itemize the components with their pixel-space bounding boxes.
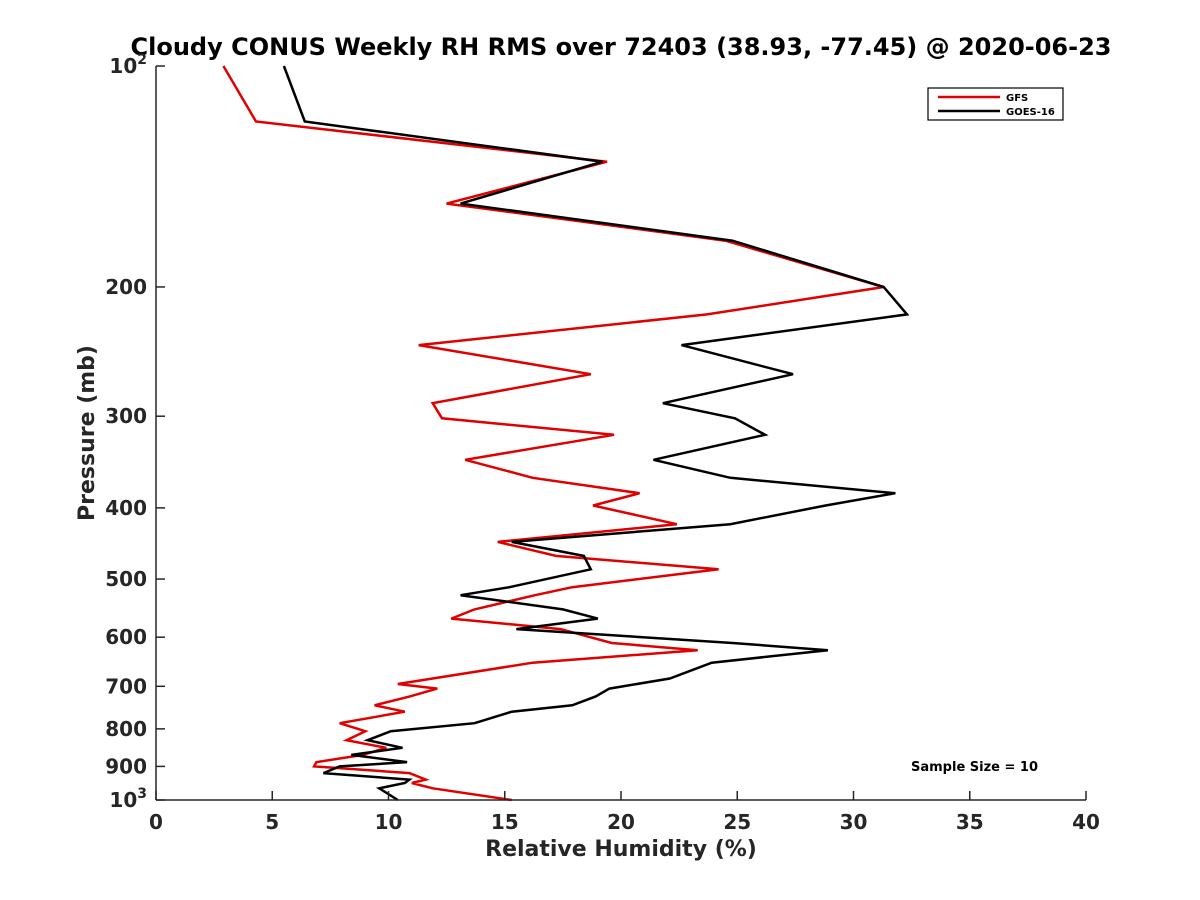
y-tick-label: 900: [105, 754, 147, 778]
y-tick-label: 800: [105, 717, 147, 741]
y-ticks: 102 200 300 400 500 600 700 800 900 103: [105, 52, 165, 812]
series-line-goes16: [282, 65, 910, 802]
plot-area: 0 5 10 15 20 25 30 35 40 102 200 300 400 500 600 700 80…: [105, 52, 1100, 834]
y-tick-label: 300: [105, 404, 147, 428]
legend-label-goes16: GOES-16: [1006, 107, 1055, 118]
x-tick-label: 40: [1072, 810, 1100, 834]
y-tick-label: 600: [105, 625, 147, 649]
y-tick-label: 103: [109, 786, 147, 812]
legend-box: [927, 87, 1064, 121]
y-axis-label: Pressure (mb): [75, 345, 100, 521]
legend: GFS GOES-16: [927, 87, 1064, 121]
sample-size-annotation: Sample Size = 10: [911, 760, 1038, 775]
y-tick-label: 500: [105, 567, 147, 591]
legend-label-gfs: GFS: [1006, 93, 1028, 104]
y-tick-label: 102: [109, 52, 147, 78]
x-tick-label: 5: [265, 810, 279, 834]
x-tick-label: 25: [723, 810, 751, 834]
x-tick-label: 10: [375, 810, 403, 834]
y-tick-label: 700: [105, 674, 147, 698]
chart-title: Cloudy CONUS Weekly RH RMS over 72403 (3…: [131, 33, 1112, 61]
x-axis-label: Relative Humidity (%): [485, 837, 757, 862]
x-ticks: 0 5 10 15 20 25 30 35 40: [149, 791, 1100, 834]
y-tick-label: 200: [105, 275, 147, 299]
y-tick-label: 400: [105, 496, 147, 520]
x-tick-label: 20: [607, 810, 635, 834]
x-tick-label: 15: [491, 810, 519, 834]
x-tick-label: 0: [149, 810, 163, 834]
x-tick-label: 30: [840, 810, 868, 834]
x-tick-label: 35: [956, 810, 984, 834]
series-layer: [222, 65, 910, 802]
